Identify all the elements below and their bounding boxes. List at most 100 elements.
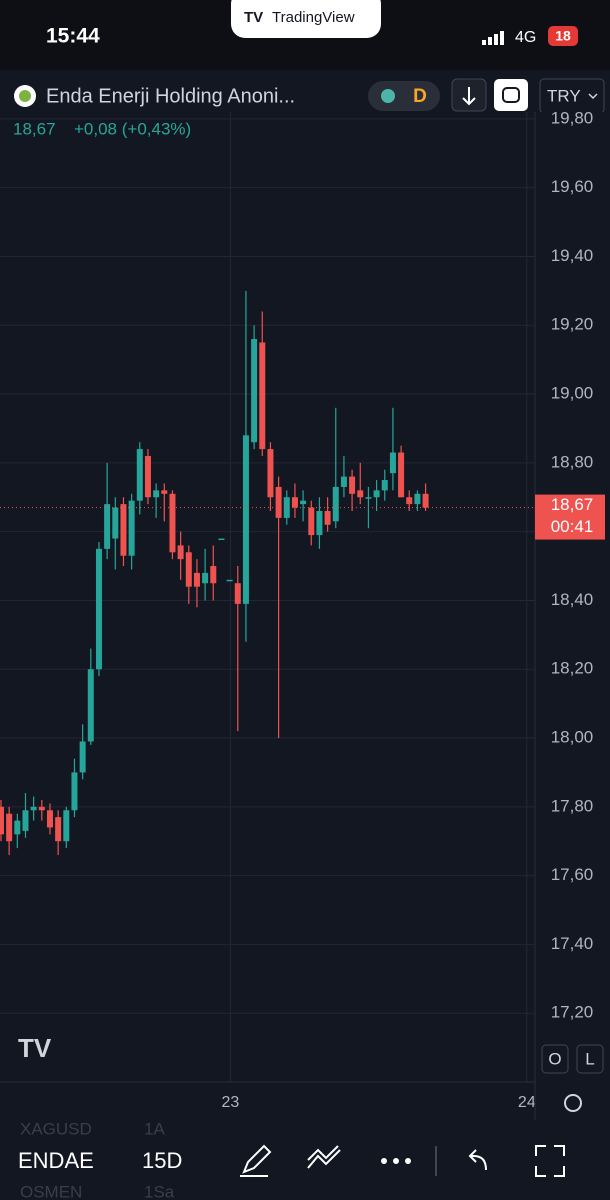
plot-area (0, 112, 535, 1082)
candle-body (87, 669, 94, 742)
scale-button[interactable] (576, 1044, 604, 1074)
x-tick-label: 23 (222, 1094, 240, 1111)
y-tick-label: 17,60 (551, 865, 594, 884)
y-tick-label: 17,20 (551, 1003, 594, 1022)
candle-body (112, 507, 119, 539)
y-tick-label: 17,40 (551, 934, 594, 953)
scale-button-label: L (585, 1049, 594, 1068)
candle-body (381, 480, 388, 491)
candle-body (120, 504, 127, 556)
scale-button-label: O (548, 1049, 561, 1068)
candle-body (251, 339, 258, 443)
candle-body (406, 497, 413, 505)
layout-button[interactable] (494, 79, 528, 111)
candle-body (291, 497, 298, 508)
candle-body (193, 572, 200, 587)
bottom-symbol[interactable]: ENDAE (18, 1148, 94, 1173)
candle-body (161, 490, 168, 494)
candle-body (422, 493, 429, 508)
candle-body (324, 511, 331, 525)
candle-body (242, 435, 249, 604)
candle-body (136, 449, 143, 501)
y-tick-label: 19,00 (551, 384, 594, 403)
fullscreen-icon[interactable] (535, 1145, 565, 1177)
scale-button[interactable] (541, 1044, 569, 1074)
app-badge-text: TradingView (272, 9, 355, 26)
candle-body (128, 500, 135, 556)
candle-body (226, 579, 233, 582)
candle-body (38, 806, 45, 811)
candle-body (340, 476, 347, 487)
candle-body (365, 497, 372, 499)
candle-body (185, 552, 192, 587)
candle-body (275, 486, 282, 518)
symbol-name[interactable]: Enda Enerji Holding Anoni... (46, 85, 295, 107)
candle-body (153, 490, 160, 498)
candle-body (46, 810, 53, 828)
candle-body (169, 493, 176, 553)
interval-badge: D (413, 86, 427, 107)
candle-body (389, 452, 396, 474)
candle-body (14, 820, 21, 835)
candle-body (177, 545, 184, 560)
candle-body (316, 511, 323, 536)
app-badge (231, 0, 381, 38)
app-logo: TV (244, 9, 263, 26)
quote-change: +0,08 (+0,43%) (74, 119, 191, 138)
signal (482, 31, 504, 45)
quote-price: 18,67 (13, 119, 56, 138)
y-tick-label: 18,20 (551, 659, 594, 678)
last-price-box (535, 494, 605, 540)
candle-body (308, 507, 315, 536)
status-pill[interactable] (368, 81, 440, 111)
candle-body (30, 806, 37, 811)
candle-body (202, 572, 209, 584)
y-tick-label: 18,40 (551, 590, 594, 609)
ghost-interval: 1Sa (144, 1182, 175, 1200)
countdown: 00:41 (551, 517, 594, 536)
network: 4G (515, 29, 536, 46)
candle-body (6, 813, 13, 842)
y-tick-label: 18,80 (551, 452, 594, 471)
symbol-logo-inner (19, 90, 31, 102)
clock: 15:44 (46, 25, 100, 48)
candle-body (22, 810, 29, 831)
candle-body (300, 500, 307, 505)
bottom-interval[interactable]: 15D (142, 1148, 182, 1173)
undo-icon[interactable] (468, 1149, 487, 1171)
candle-body (398, 452, 405, 498)
ghost-symbol: XAGUSD (20, 1119, 92, 1138)
candle-body (0, 806, 4, 835)
ghost-symbol: OSMEN (20, 1182, 82, 1200)
candle-body (332, 486, 339, 522)
last-price-label: 18,67 (551, 495, 594, 514)
indicators-icon[interactable] (307, 1145, 341, 1169)
candle-body (95, 548, 102, 670)
candle-body (373, 490, 380, 498)
y-tick-label: 19,40 (551, 246, 594, 265)
down-icon (462, 87, 476, 106)
y-tick-label: 18,00 (551, 728, 594, 747)
bottom-bar (0, 1120, 610, 1200)
draw-icon[interactable] (240, 1144, 272, 1177)
layout-icon (502, 87, 520, 103)
candle-body (63, 810, 70, 842)
tv-watermark: TV (18, 1033, 52, 1063)
candle-body (414, 493, 421, 505)
settings-icon[interactable] (564, 1094, 582, 1112)
candle-body (259, 342, 266, 450)
more-icon[interactable] (381, 1158, 411, 1164)
price-axis (535, 112, 610, 1082)
candle-body (357, 490, 364, 498)
battery-level: 18 (555, 28, 571, 44)
plot: 17,2017,4017,6017,8018,0018,2018,4018,60… (0, 108, 610, 1120)
candle-body (104, 504, 111, 549)
candle-body (79, 741, 86, 773)
currency: TRY (547, 86, 581, 105)
ghost-interval: 1A (144, 1119, 165, 1138)
battery (548, 26, 578, 46)
candle-body (349, 476, 356, 494)
candle-body (71, 772, 78, 811)
